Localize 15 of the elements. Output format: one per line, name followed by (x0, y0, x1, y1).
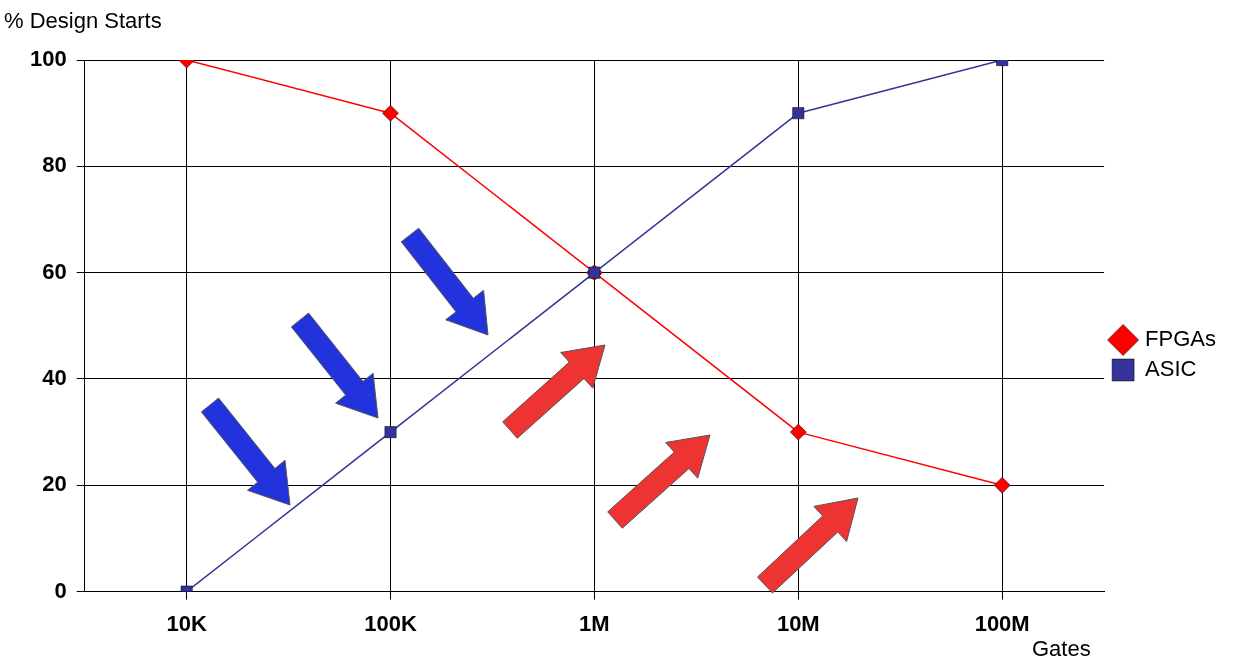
x-tick-label: 10K (166, 610, 207, 636)
legend-label: FPGAs (1145, 326, 1217, 352)
x-tick-label: 100K (364, 610, 417, 636)
y-tick-label: 100 (29, 46, 67, 72)
y-tick-label: 20 (42, 471, 67, 497)
x-tick-label: 10M (776, 610, 820, 636)
x-tick-label: 1M (579, 610, 610, 636)
y-tick-label: 40 (42, 365, 67, 391)
x-axis-title: Gates (1032, 636, 1091, 662)
y-tick-label: 0 (54, 577, 67, 603)
x-tick-label: 100M (974, 610, 1030, 636)
y-tick-label: 80 (42, 152, 67, 178)
y-axis-title: % Design Starts (4, 8, 162, 34)
y-tick-label: 60 (42, 258, 67, 284)
legend-label: ASIC (1145, 356, 1197, 382)
